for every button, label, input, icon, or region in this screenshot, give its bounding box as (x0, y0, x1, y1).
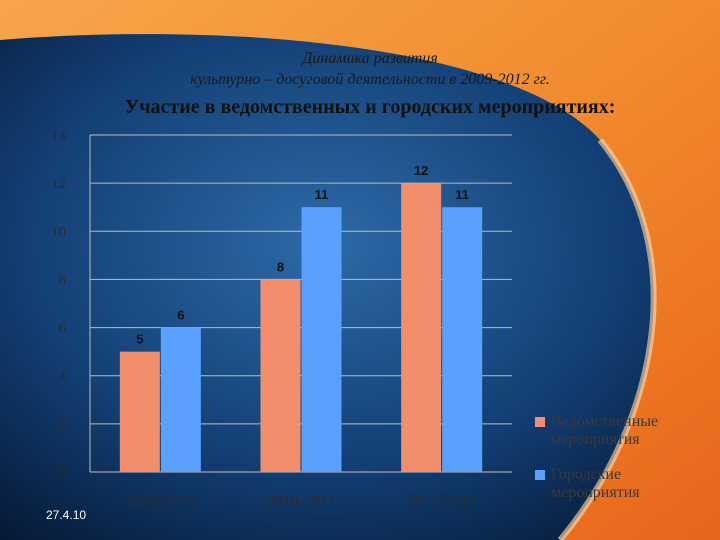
bar (260, 279, 301, 472)
bar (442, 207, 483, 472)
data-label: 11 (455, 187, 469, 202)
x-tick-label: 2011-2012 (407, 493, 476, 510)
x-tick-label: 2010-2011 (267, 493, 336, 510)
bar (401, 183, 442, 472)
data-label: 8 (277, 259, 284, 274)
y-tick-label: 0 (59, 465, 67, 481)
data-label: 11 (315, 187, 329, 202)
bar (301, 207, 342, 472)
chart-title: Участие в ведомственных и городских меро… (124, 96, 616, 118)
subtitle-line-1: Динамика развития (302, 50, 438, 67)
slide-date: 27.4.10 (46, 508, 87, 522)
data-label: 6 (177, 308, 184, 323)
subtitle-line-2: культурно – досуговой деятельности в 200… (190, 71, 550, 88)
bar (160, 327, 201, 472)
x-tick-label: 2009-2010 (126, 493, 195, 510)
legend-label-series-1: Ведомственные мероприятия (551, 413, 659, 448)
y-tick-label: 8 (59, 272, 67, 288)
legend-swatch-series-2 (535, 470, 545, 480)
y-tick-label: 2 (59, 417, 67, 433)
y-tick-label: 12 (51, 176, 66, 192)
y-tick-label: 14 (51, 128, 67, 144)
data-label: 12 (414, 163, 428, 178)
y-tick-label: 10 (51, 224, 66, 240)
legend-label-series-2: Городские мероприятия (551, 466, 640, 501)
bar (119, 351, 160, 472)
legend-swatch-series-1 (535, 417, 545, 427)
y-tick-label: 4 (59, 369, 67, 385)
data-label: 5 (136, 332, 143, 347)
y-tick-label: 6 (59, 321, 67, 337)
